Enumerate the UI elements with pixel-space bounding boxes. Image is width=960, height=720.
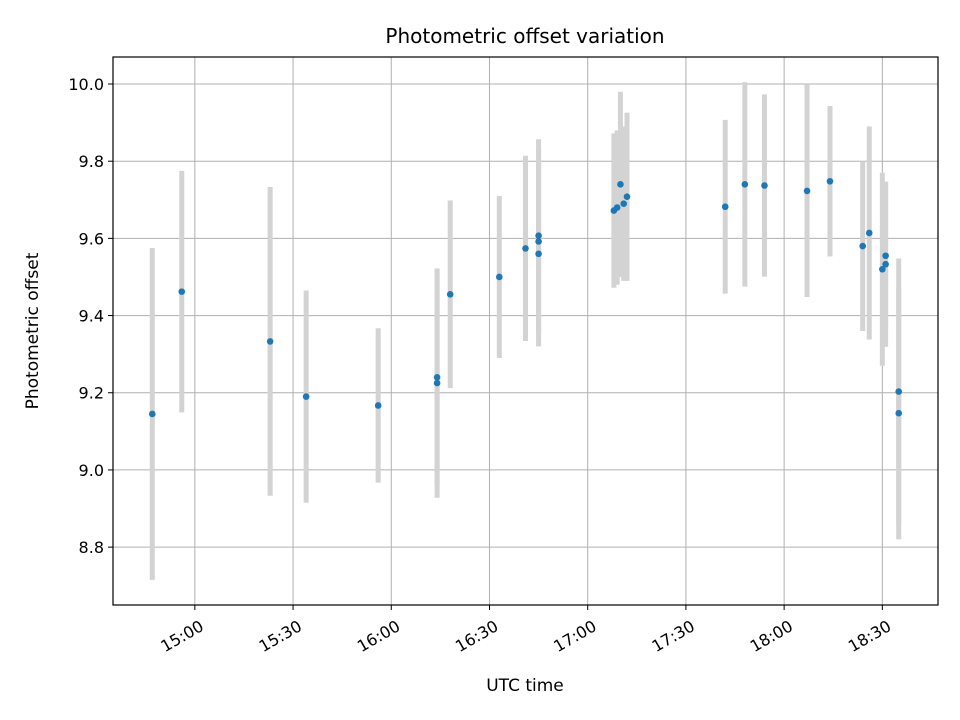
data-point: [148, 410, 156, 418]
data-point: [433, 379, 441, 387]
data-point: [721, 203, 729, 211]
data-point: [895, 409, 903, 417]
data-point: [620, 200, 628, 207]
data-point: [826, 177, 834, 185]
data-point: [859, 242, 867, 250]
data-point: [535, 232, 542, 239]
plot-frame: [112, 56, 939, 606]
data-point: [266, 338, 274, 345]
data-point: [535, 250, 542, 258]
y-tick-label: 9.6: [79, 229, 104, 248]
data-point: [302, 393, 310, 400]
data-point: [374, 402, 382, 409]
data-point: [803, 187, 811, 195]
y-tick-label: 9.8: [79, 152, 104, 171]
y-tick-label: 9.0: [79, 461, 104, 480]
data-point: [178, 288, 186, 295]
data-point: [865, 229, 873, 237]
data-point: [882, 260, 889, 268]
x-axis-title: UTC time: [486, 676, 564, 696]
data-point: [613, 204, 621, 211]
data-point: [761, 182, 768, 189]
data-point: [496, 273, 503, 281]
data-point: [617, 181, 624, 188]
data-point: [879, 265, 886, 273]
y-tick-label: 8.8: [79, 538, 104, 557]
data-point: [433, 374, 441, 381]
data-point: [895, 388, 903, 395]
data-point: [446, 291, 454, 298]
data-points: [148, 177, 903, 418]
y-axis-ticks: 8.8 9.0 9.2 9.4 9.6 9.8 10.0: [68, 75, 113, 557]
data-point: [882, 252, 889, 260]
data-point: [741, 181, 749, 188]
y-axis-title: Photometric offset: [23, 252, 43, 409]
y-tick-label: 9.4: [79, 307, 104, 326]
data-point: [623, 193, 631, 201]
chart-title: Photometric offset variation: [385, 24, 664, 48]
y-tick-label: 10.0: [68, 75, 104, 94]
data-point: [522, 245, 529, 252]
data-point: [535, 238, 542, 245]
y-tick-label: 9.2: [79, 384, 104, 403]
